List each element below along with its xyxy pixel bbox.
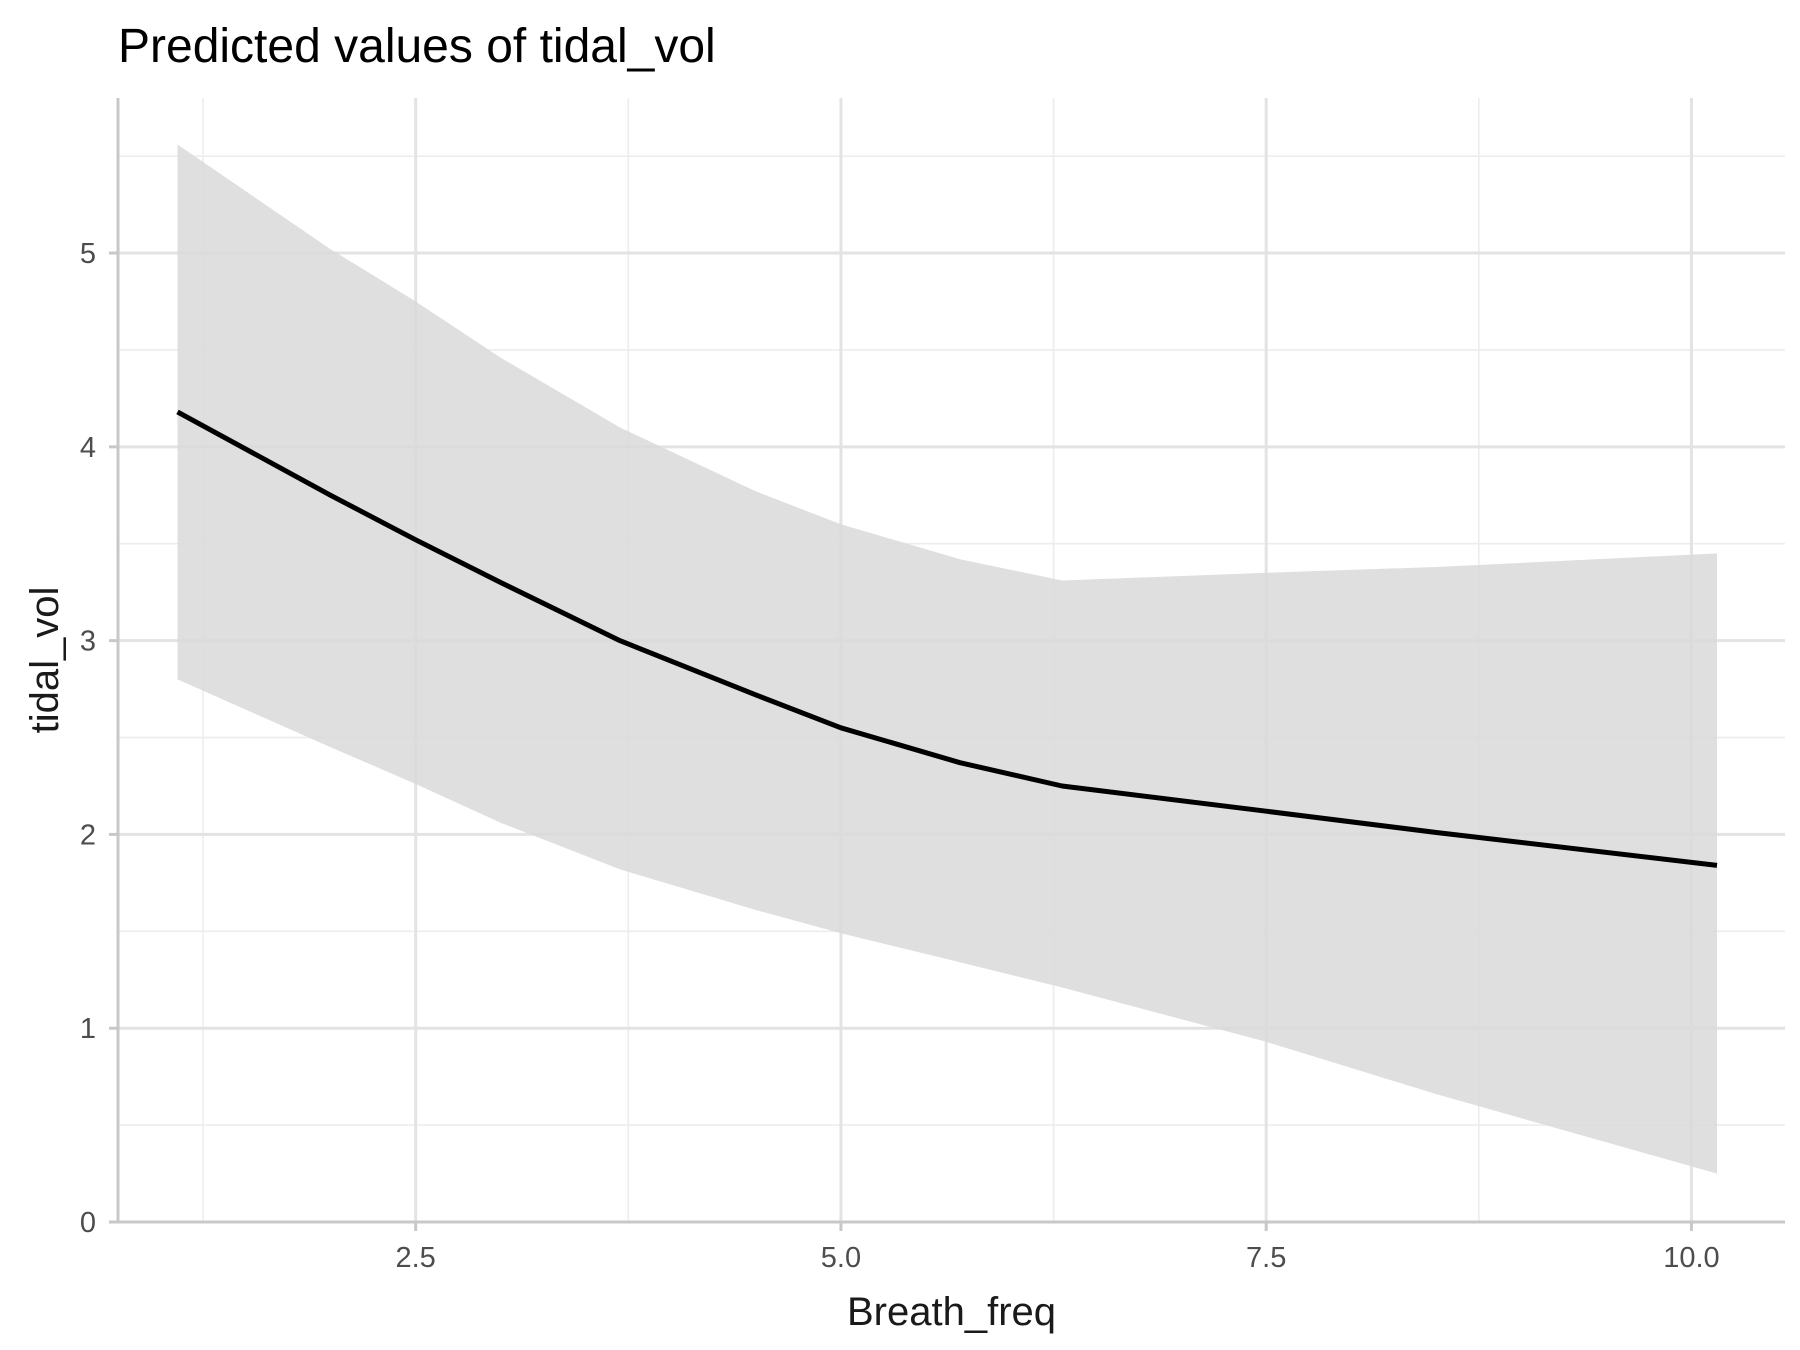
y-tick-label: 2: [80, 819, 96, 851]
x-tick-label: 7.5: [1246, 1242, 1286, 1274]
x-tick-label: 5.0: [821, 1242, 861, 1274]
y-axis-ticks: 0 1 2 3 4 5: [80, 238, 118, 1239]
y-tick-label: 4: [80, 432, 96, 464]
chart-title: Predicted values of tidal_vol: [118, 20, 716, 73]
x-tick-label: 10.0: [1663, 1242, 1719, 1274]
x-axis-title: Breath_freq: [847, 1290, 1056, 1334]
y-tick-label: 0: [80, 1207, 96, 1239]
y-tick-label: 1: [80, 1013, 96, 1045]
x-tick-label: 2.5: [396, 1242, 436, 1274]
confidence-band: [177, 144, 1717, 1174]
y-axis-title: tidal_vol: [23, 587, 67, 734]
y-tick-label: 3: [80, 626, 96, 658]
x-axis-ticks: 2.5 5.0 7.5 10.0: [396, 1222, 1720, 1274]
axes: [116, 98, 1785, 1224]
y-tick-label: 5: [80, 238, 96, 270]
series-line: [176, 409, 1718, 868]
